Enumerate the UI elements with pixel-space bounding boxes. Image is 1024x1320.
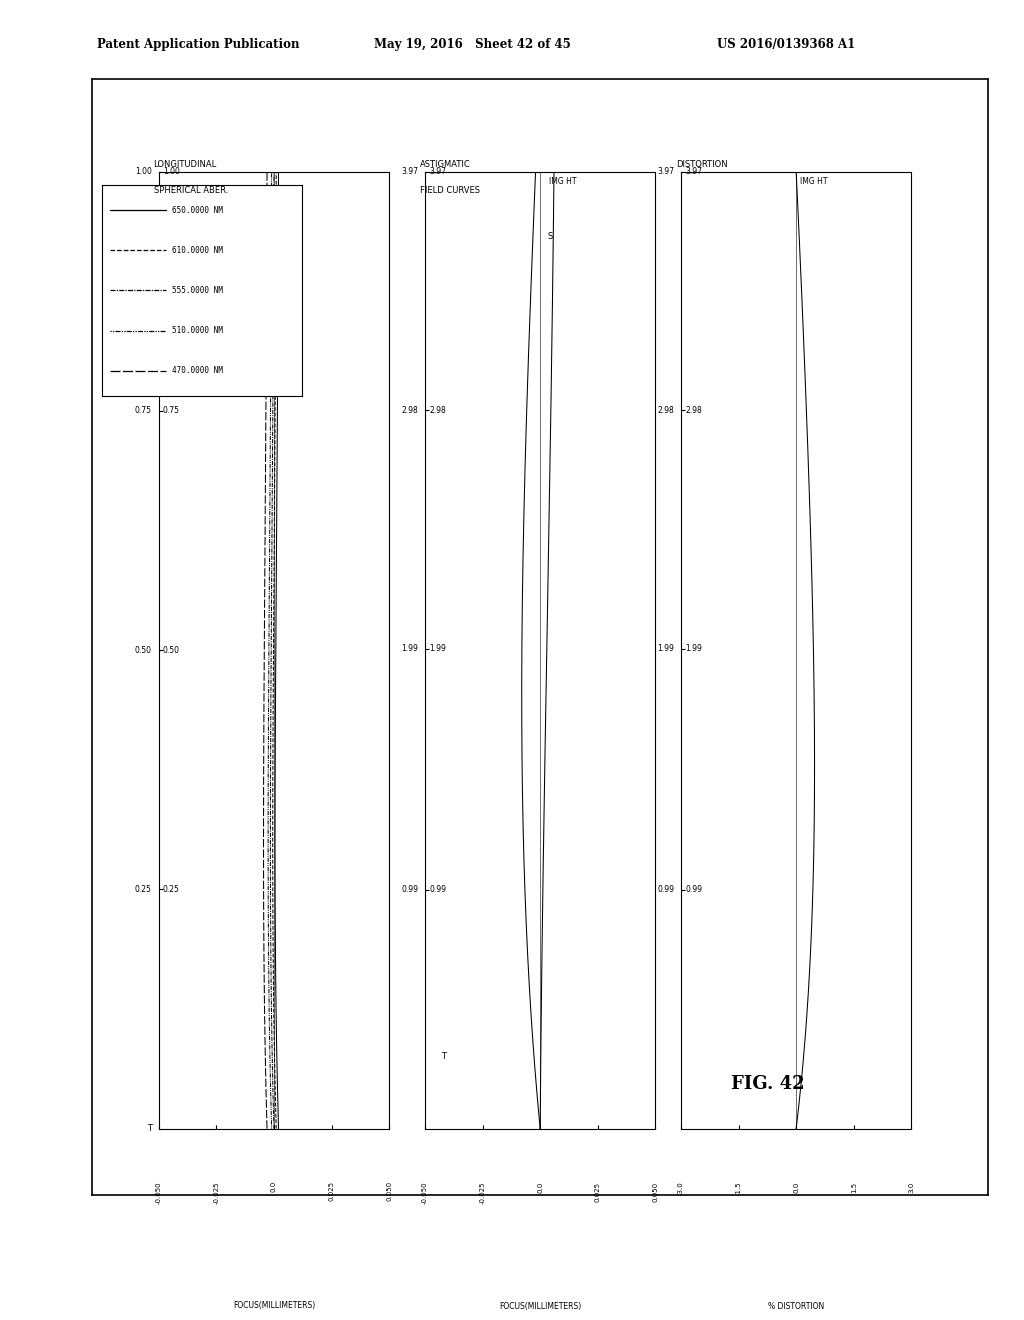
Text: 3.97: 3.97 xyxy=(685,168,702,176)
Text: S: S xyxy=(547,232,552,242)
Text: FIG. 42: FIG. 42 xyxy=(731,1074,805,1093)
Text: 3.97: 3.97 xyxy=(429,168,446,176)
Text: 2.98: 2.98 xyxy=(429,405,445,414)
Text: 1.5: 1.5 xyxy=(851,1181,857,1193)
Text: FIELD CURVES: FIELD CURVES xyxy=(420,186,480,195)
Text: -0.050: -0.050 xyxy=(422,1181,428,1204)
Text: 0.75: 0.75 xyxy=(135,407,152,416)
Text: % DISTORTION: % DISTORTION xyxy=(768,1302,824,1311)
Text: 0.50: 0.50 xyxy=(163,645,180,655)
Text: 0.25: 0.25 xyxy=(163,884,180,894)
Text: 0.0: 0.0 xyxy=(271,1181,276,1192)
Text: -3.0: -3.0 xyxy=(678,1181,684,1196)
Text: DISTORTION: DISTORTION xyxy=(676,160,727,169)
Text: 610.0000 NM: 610.0000 NM xyxy=(172,246,223,255)
Text: 2.98: 2.98 xyxy=(685,405,701,414)
Text: Patent Application Publication: Patent Application Publication xyxy=(97,37,300,50)
Text: -0.025: -0.025 xyxy=(213,1181,219,1204)
Text: T: T xyxy=(441,1052,446,1061)
Text: T: T xyxy=(146,1125,152,1133)
Text: 0.0: 0.0 xyxy=(794,1181,799,1193)
Text: 0.99: 0.99 xyxy=(401,886,418,895)
Text: LONGITUDINAL: LONGITUDINAL xyxy=(154,160,217,169)
Text: SPHERICAL ABER.: SPHERICAL ABER. xyxy=(154,186,228,195)
Text: 1.99: 1.99 xyxy=(657,644,674,653)
Text: IMG HT: IMG HT xyxy=(800,177,827,186)
Text: 555.0000 NM: 555.0000 NM xyxy=(172,286,223,294)
Text: -1.5: -1.5 xyxy=(735,1181,741,1195)
Text: 1.99: 1.99 xyxy=(685,644,702,653)
Text: FOCUS(MILLIMETERS): FOCUS(MILLIMETERS) xyxy=(499,1302,582,1311)
Text: 0.025: 0.025 xyxy=(329,1181,335,1201)
Text: 0.050: 0.050 xyxy=(386,1181,392,1201)
Text: 0.50: 0.50 xyxy=(135,645,152,655)
Text: 1.00: 1.00 xyxy=(163,168,180,176)
Text: 0.25: 0.25 xyxy=(135,884,152,894)
Text: 1.99: 1.99 xyxy=(429,644,446,653)
Text: 1.00: 1.00 xyxy=(135,168,152,176)
Text: 0.025: 0.025 xyxy=(595,1181,601,1201)
Text: 470.0000 NM: 470.0000 NM xyxy=(172,366,223,375)
Text: 0.0: 0.0 xyxy=(538,1181,543,1193)
Text: 0.99: 0.99 xyxy=(685,886,702,895)
Text: 3.97: 3.97 xyxy=(401,168,418,176)
Text: May 19, 2016   Sheet 42 of 45: May 19, 2016 Sheet 42 of 45 xyxy=(374,37,570,50)
Text: 0.050: 0.050 xyxy=(652,1181,658,1201)
Text: 1.99: 1.99 xyxy=(401,644,418,653)
Text: 0.75: 0.75 xyxy=(163,407,180,416)
Text: 2.98: 2.98 xyxy=(657,405,674,414)
Text: 3.97: 3.97 xyxy=(657,168,674,176)
Text: 0.99: 0.99 xyxy=(429,886,446,895)
Text: ASTIGMATIC: ASTIGMATIC xyxy=(420,160,471,169)
Text: -0.050: -0.050 xyxy=(156,1181,162,1204)
Text: 3.0: 3.0 xyxy=(908,1181,914,1193)
Text: -0.025: -0.025 xyxy=(479,1181,485,1204)
Text: 650.0000 NM: 650.0000 NM xyxy=(172,206,223,215)
Text: 2.98: 2.98 xyxy=(401,405,418,414)
Text: 510.0000 NM: 510.0000 NM xyxy=(172,326,223,335)
Text: IMG HT: IMG HT xyxy=(549,177,577,186)
Text: FOCUS(MILLIMETERS): FOCUS(MILLIMETERS) xyxy=(232,1302,315,1309)
Text: 0.99: 0.99 xyxy=(657,886,674,895)
Text: US 2016/0139368 A1: US 2016/0139368 A1 xyxy=(717,37,855,50)
